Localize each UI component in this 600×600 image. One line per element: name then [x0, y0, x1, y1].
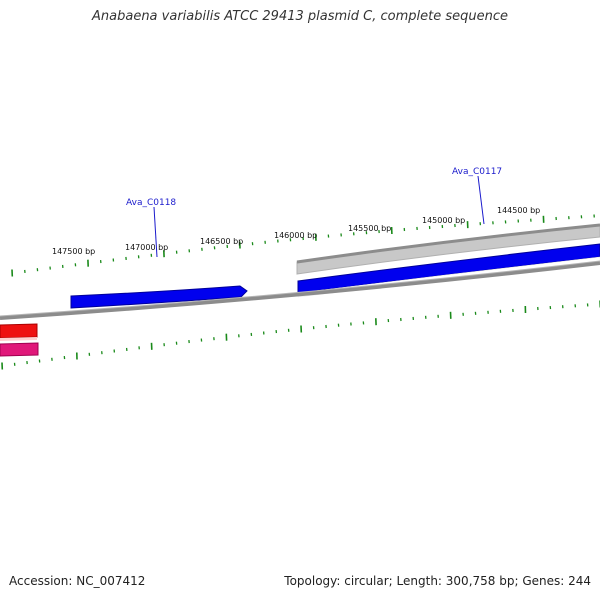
gene-leader-line — [477, 175, 485, 225]
feature-pink[interactable] — [0, 342, 39, 357]
upper-tick-ring — [11, 214, 595, 277]
gene-leader-line — [153, 206, 158, 258]
gene-label-ava-c0118[interactable]: Ava_C0118 — [126, 198, 176, 208]
tick-label: 144500 bp — [497, 206, 540, 215]
feature-red[interactable] — [0, 323, 38, 339]
gene-arrow-ava-c0118[interactable] — [70, 285, 248, 309]
tick-label: 145500 bp — [348, 224, 391, 233]
accession-text: Accession: NC_007412 — [9, 574, 146, 588]
summary-text: Topology: circular; Length: 300,758 bp; … — [284, 574, 591, 588]
backbone-arc-highlight — [0, 260, 600, 317]
tick-label: 146500 bp — [200, 237, 243, 246]
backbone-arc — [0, 261, 600, 320]
tick-label: 147000 bp — [125, 243, 168, 252]
gene-label-ava-c0117[interactable]: Ava_C0117 — [452, 167, 502, 177]
map-title: Anabaena variabilis ATCC 29413 plasmid C… — [92, 9, 508, 24]
tick-label: 146000 bp — [274, 231, 317, 240]
tick-label: 147500 bp — [52, 247, 95, 256]
gene-shadow-band-edge — [296, 223, 600, 264]
feature-red-shadow — [0, 337, 37, 341]
tick-label: 145000 bp — [422, 216, 465, 225]
lower-tick-ring — [1, 300, 600, 370]
